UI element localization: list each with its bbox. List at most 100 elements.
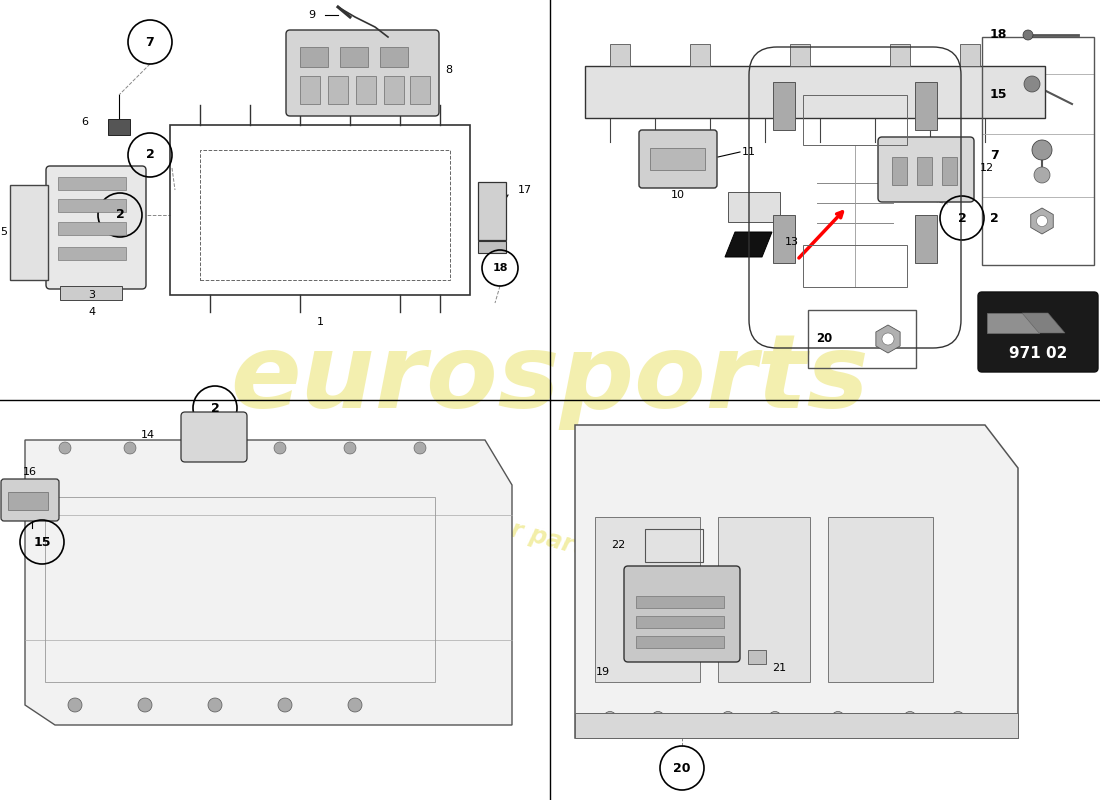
Circle shape — [832, 711, 845, 725]
Text: 2: 2 — [958, 211, 967, 225]
FancyBboxPatch shape — [286, 30, 439, 116]
Text: 1: 1 — [317, 317, 323, 327]
Bar — [575, 713, 1018, 738]
Bar — [478, 241, 506, 253]
Circle shape — [769, 711, 781, 725]
Text: 2: 2 — [210, 402, 219, 414]
Bar — [356, 76, 376, 104]
Polygon shape — [1022, 313, 1065, 333]
Bar — [892, 157, 907, 185]
Text: 5: 5 — [0, 227, 7, 237]
Bar — [645, 529, 703, 562]
Bar — [10, 185, 48, 280]
Circle shape — [1034, 167, 1050, 183]
Bar — [410, 76, 430, 104]
Bar — [636, 636, 724, 648]
Bar — [808, 310, 916, 368]
Bar — [917, 157, 932, 185]
Bar — [45, 497, 435, 682]
Text: 14: 14 — [141, 430, 155, 440]
Circle shape — [952, 711, 965, 725]
Circle shape — [414, 442, 426, 454]
Circle shape — [1036, 215, 1047, 226]
Bar — [748, 650, 766, 664]
Text: 18: 18 — [990, 29, 1008, 42]
Bar — [60, 286, 122, 300]
Bar — [636, 616, 724, 628]
Text: 15: 15 — [990, 89, 1008, 102]
FancyBboxPatch shape — [1, 479, 59, 521]
Polygon shape — [725, 232, 772, 257]
Bar — [58, 247, 126, 260]
Text: 17: 17 — [518, 185, 532, 195]
Text: 13: 13 — [785, 237, 799, 247]
Text: 10: 10 — [671, 190, 685, 200]
Circle shape — [59, 442, 72, 454]
Circle shape — [903, 711, 916, 725]
Circle shape — [208, 698, 222, 712]
Bar — [987, 313, 1040, 333]
Bar — [803, 95, 908, 145]
Circle shape — [722, 711, 735, 725]
Bar — [585, 66, 1045, 118]
Bar — [610, 44, 630, 66]
Circle shape — [348, 698, 362, 712]
FancyBboxPatch shape — [639, 130, 717, 188]
Text: 8: 8 — [446, 65, 452, 75]
Text: 2: 2 — [990, 211, 999, 225]
Text: 12: 12 — [980, 163, 994, 173]
FancyBboxPatch shape — [624, 566, 740, 662]
Text: eurosports: eurosports — [231, 330, 869, 430]
Circle shape — [344, 442, 356, 454]
Text: 11: 11 — [742, 147, 756, 157]
Bar — [58, 222, 126, 235]
Bar — [915, 82, 937, 130]
Bar — [58, 199, 126, 212]
Text: 15: 15 — [33, 535, 51, 549]
Bar — [8, 492, 48, 510]
Text: 20: 20 — [816, 333, 833, 346]
Polygon shape — [575, 425, 1018, 738]
Circle shape — [124, 442, 136, 454]
Bar — [650, 148, 705, 170]
Text: 2: 2 — [116, 209, 124, 222]
Text: 971 02: 971 02 — [1009, 346, 1067, 362]
Polygon shape — [25, 440, 512, 725]
Circle shape — [138, 698, 152, 712]
Bar — [690, 44, 710, 66]
FancyBboxPatch shape — [182, 412, 248, 462]
Bar — [790, 44, 810, 66]
Text: 16: 16 — [23, 467, 37, 477]
Bar — [595, 517, 700, 682]
Circle shape — [278, 698, 292, 712]
Bar — [915, 215, 937, 263]
Bar — [773, 82, 795, 130]
Text: 9: 9 — [308, 10, 315, 20]
Circle shape — [1032, 140, 1052, 160]
Bar — [828, 517, 933, 682]
Text: 22: 22 — [610, 540, 625, 550]
Text: 4: 4 — [88, 307, 96, 317]
Circle shape — [274, 442, 286, 454]
Bar — [728, 192, 780, 222]
Text: 19: 19 — [596, 667, 611, 677]
Circle shape — [194, 442, 206, 454]
Text: 2: 2 — [145, 149, 154, 162]
Bar — [384, 76, 404, 104]
Circle shape — [68, 698, 82, 712]
Bar — [58, 177, 126, 190]
Circle shape — [651, 711, 664, 725]
Bar — [108, 119, 130, 135]
Bar — [300, 47, 328, 67]
Bar — [379, 47, 408, 67]
FancyBboxPatch shape — [46, 166, 146, 289]
Bar — [200, 150, 450, 280]
Bar — [478, 182, 506, 240]
Bar — [340, 47, 368, 67]
Bar — [773, 215, 795, 263]
Text: 7: 7 — [145, 35, 154, 49]
Text: 7: 7 — [990, 149, 999, 162]
Circle shape — [604, 711, 616, 725]
Bar — [328, 76, 348, 104]
Bar — [890, 44, 910, 66]
